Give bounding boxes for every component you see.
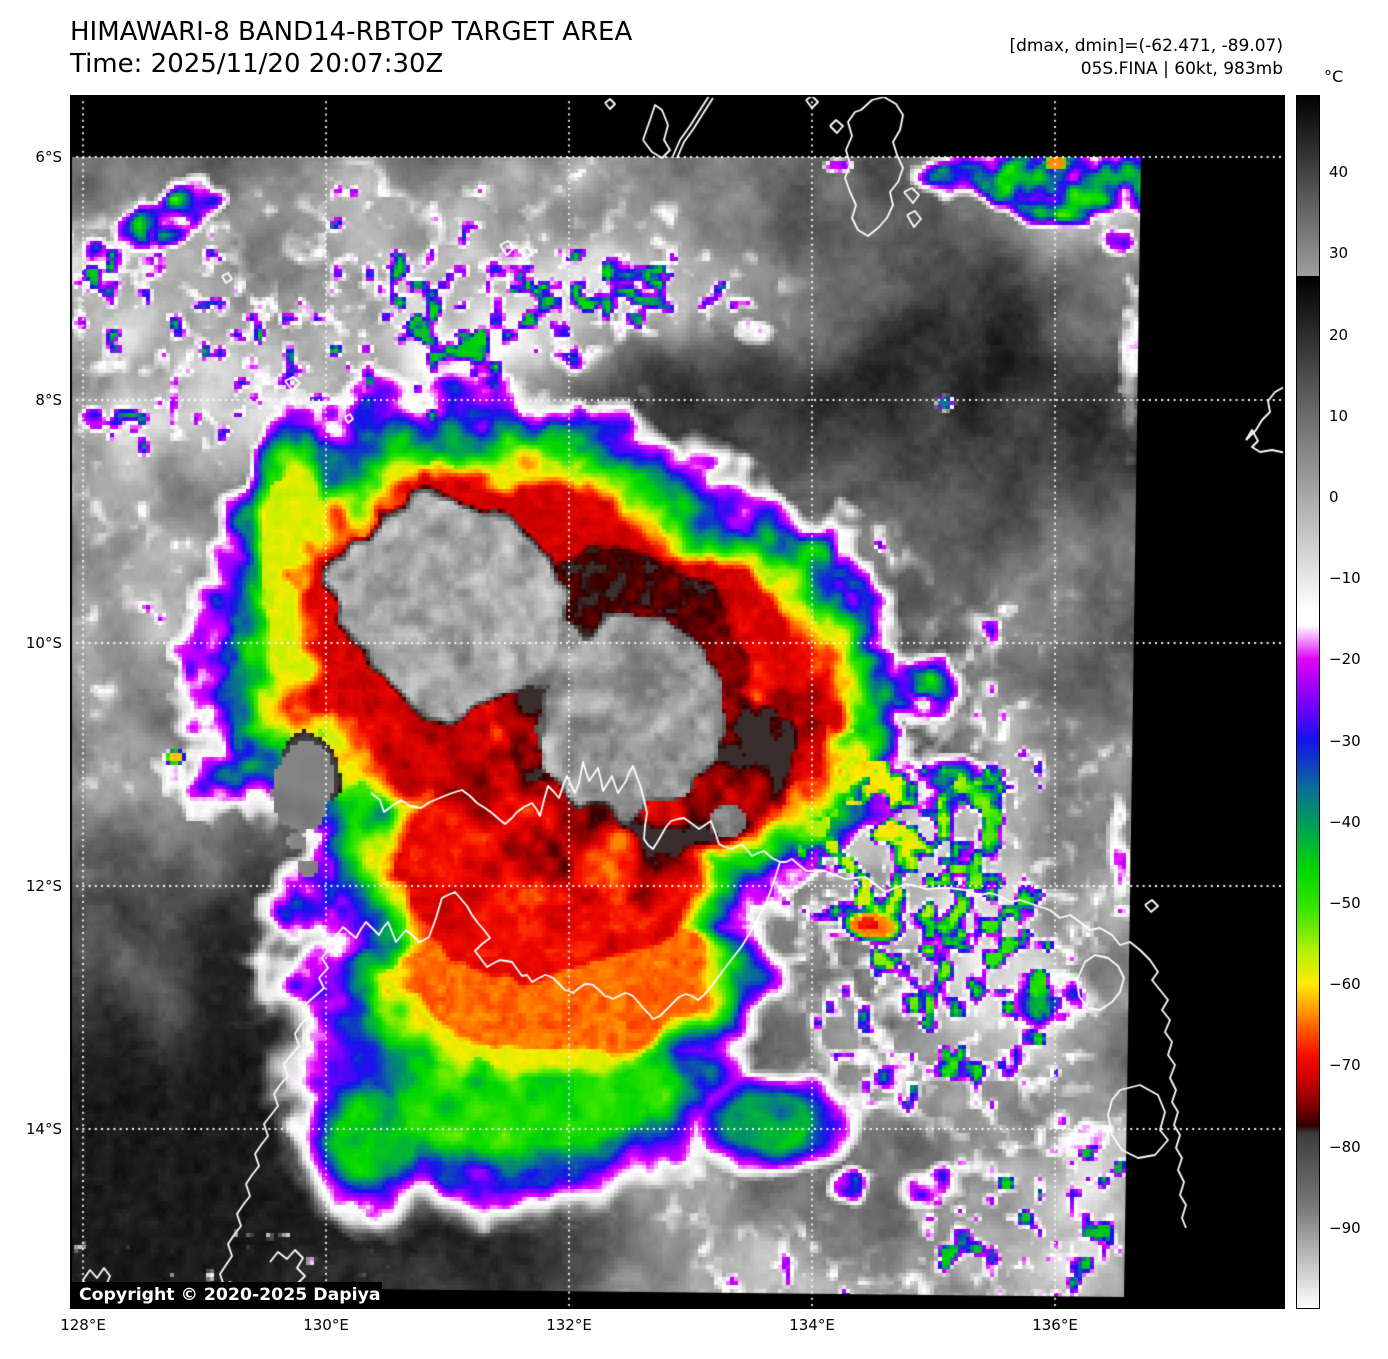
- colorbar-tick: −90: [1329, 1218, 1361, 1237]
- range-annotation: [dmax, dmin]=(-62.471, -89.07): [1009, 36, 1284, 56]
- colorbar-tick: 20: [1329, 325, 1349, 344]
- lat-tick-label: 12°S: [25, 877, 62, 895]
- colorbar-tick: −30: [1329, 731, 1361, 750]
- lon-tick-label: 132°E: [546, 1316, 592, 1334]
- colorbar-tick: −40: [1329, 812, 1361, 831]
- lon-tick-label: 130°E: [303, 1316, 349, 1334]
- lon-tick-label: 134°E: [789, 1316, 835, 1334]
- lat-tick-label: 8°S: [35, 391, 62, 409]
- temperature-colorbar: [1296, 95, 1320, 1309]
- lat-tick-label: 14°S: [25, 1120, 62, 1138]
- storm-annotation: 05S.FINA | 60kt, 983mb: [1080, 59, 1283, 79]
- lat-tick-label: 6°S: [35, 148, 62, 166]
- colorbar-tick: −50: [1329, 893, 1361, 912]
- lat-tick-label: 10°S: [25, 634, 62, 652]
- colorbar-tick: 30: [1329, 244, 1349, 263]
- colorbar-tick: −70: [1329, 1056, 1361, 1075]
- lon-tick-label: 128°E: [60, 1316, 106, 1334]
- satellite-map: [70, 95, 1285, 1309]
- colorbar-tick: 10: [1329, 406, 1349, 425]
- timestamp-subtitle: Time: 2025/11/20 20:07:30Z: [70, 49, 444, 79]
- lon-tick-label: 136°E: [1032, 1316, 1078, 1334]
- colorbar-tick: −80: [1329, 1137, 1361, 1156]
- copyright-label: Copyright © 2020-2025 Dapiya: [71, 1282, 382, 1308]
- colorbar-unit-label: °C: [1324, 67, 1344, 86]
- colorbar-tick: −10: [1329, 569, 1361, 588]
- colorbar-tick: −20: [1329, 650, 1361, 669]
- plot-title: HIMAWARI-8 BAND14-RBTOP TARGET AREA: [70, 17, 633, 47]
- satellite-image-canvas: [70, 95, 1285, 1309]
- colorbar-tick: −60: [1329, 975, 1361, 994]
- colorbar-tick: 0: [1329, 487, 1339, 506]
- colorbar-tick: 40: [1329, 163, 1349, 182]
